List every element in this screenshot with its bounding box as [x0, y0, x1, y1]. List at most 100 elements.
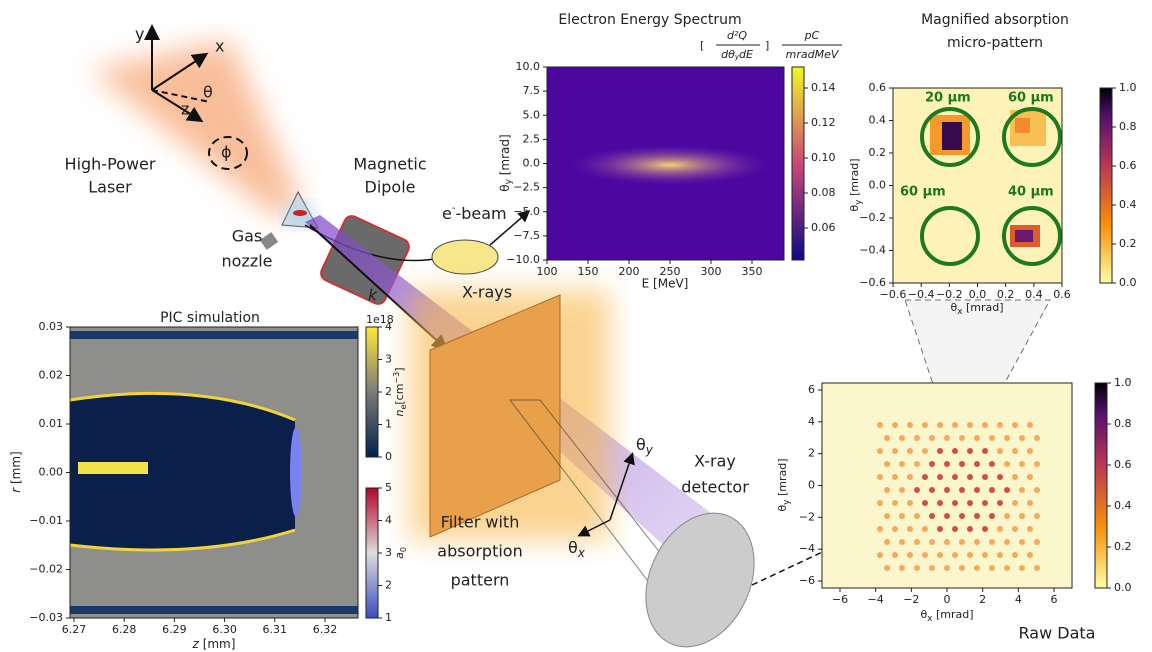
raw-dot [1004, 435, 1010, 441]
tick-label: 6.28 [112, 623, 137, 636]
raw-dot [952, 448, 958, 454]
raw-dot [1027, 552, 1033, 558]
raw-dot [959, 539, 965, 545]
bracket: ] [765, 39, 769, 52]
raw-dot [877, 448, 883, 454]
tick-label: 3 [385, 546, 392, 559]
tick-label: 0.8 [1119, 120, 1137, 133]
raw-dot [937, 526, 943, 532]
raw-dot [1019, 565, 1025, 571]
tick-label: 0.6 [1119, 159, 1137, 172]
raw-dot [877, 552, 883, 558]
raw-dot [1034, 513, 1040, 519]
spot-label: 20 µm [925, 91, 971, 106]
raw-dot [937, 422, 943, 428]
raw-dot [1034, 565, 1040, 571]
pic-ylabel: r [mm] [9, 451, 23, 493]
tick-label: 0.0 [1114, 581, 1132, 594]
raw-dot [937, 500, 943, 506]
raw-dot [982, 526, 988, 532]
tick-label: 7.5 [523, 84, 541, 97]
raw-dot [937, 474, 943, 480]
raw-dot [922, 500, 928, 506]
raw-dot [929, 513, 935, 519]
raw-dot [1019, 513, 1025, 519]
sub: x [577, 546, 586, 560]
a0-label: a0 [393, 547, 408, 559]
raw-dot [914, 461, 920, 467]
raw-dot [959, 513, 965, 519]
raw-dot [1012, 448, 1018, 454]
tick-label: 0.4 [1025, 288, 1043, 301]
tick-label: 0.0 [969, 288, 987, 301]
raw-dot [952, 552, 958, 558]
raw-dot [959, 435, 965, 441]
raw-dot [877, 500, 883, 506]
tick-label: −4 [799, 542, 815, 555]
e-beam-bunch [432, 240, 498, 274]
raw-dot [899, 513, 905, 519]
raw-dot [877, 526, 883, 532]
raw-dot [877, 474, 883, 480]
raw-dot [982, 500, 988, 506]
raw-dot [892, 500, 898, 506]
unit-den: mradMeV [786, 48, 840, 61]
raw-dot [997, 448, 1003, 454]
filter-label: Filter with [441, 513, 520, 532]
tick-label: 250 [660, 265, 681, 278]
tick-label: −0.2 [859, 211, 886, 224]
nozzle-label: nozzle [221, 252, 272, 271]
raw-dot [974, 565, 980, 571]
nozzle-label: Gas [232, 227, 263, 246]
var: r [9, 487, 23, 493]
num: d²Q [727, 29, 747, 42]
tick-label: 4 [385, 514, 392, 527]
tick-label: 1 [385, 418, 392, 431]
raw-dot [989, 513, 995, 519]
raw-dot [922, 552, 928, 558]
tick-label: −2 [903, 593, 919, 606]
laser-label: Laser [88, 178, 132, 197]
close: ] [393, 367, 406, 371]
ebeam-rest: -beam [455, 204, 506, 223]
spot-label: 40 µm [1008, 185, 1054, 200]
unit: [mrad] [963, 301, 1004, 314]
raw-dot [922, 526, 928, 532]
laser-label: High-Power [65, 155, 156, 174]
raw-dot [997, 526, 1003, 532]
tick-label: 0 [385, 450, 392, 463]
tick-label: 6 [808, 383, 815, 396]
ebeam-label: e--beam [442, 203, 507, 223]
tick-label: 6.31 [263, 623, 288, 636]
tick-label: 0.6 [1114, 458, 1132, 471]
raw-dot [1019, 435, 1025, 441]
cbar-formula: [ ] d²Q dθydE pC mradMeV [700, 29, 842, 61]
tick-label: 3 [385, 353, 392, 366]
var: n [393, 410, 406, 417]
raw-dot [967, 552, 973, 558]
tick-label: 0.10 [811, 151, 836, 164]
tick-label: −0.03 [29, 611, 63, 624]
raw-dot [989, 461, 995, 467]
raw-dot [967, 448, 973, 454]
raw-dot [1012, 526, 1018, 532]
raw-dot [937, 448, 943, 454]
tick-label: 2 [979, 593, 986, 606]
axis-theta: θ [203, 83, 213, 102]
raw-dot [944, 565, 950, 571]
tick-label: 0.2 [1114, 540, 1132, 553]
tick-label: 4 [808, 415, 815, 428]
tick-label: 5 [385, 481, 392, 494]
xrays-label: X-rays [462, 283, 512, 302]
raw-dot [914, 565, 920, 571]
raw-dot [907, 422, 913, 428]
axis-label: θy [mrad] [776, 458, 792, 511]
raw-dot [997, 422, 1003, 428]
raw-dot [877, 422, 883, 428]
tick-label: 0.0 [869, 179, 887, 192]
tick-label: 150 [578, 265, 599, 278]
raw-dot [959, 487, 965, 493]
theta-x: θx [568, 538, 586, 560]
raw-dot [892, 448, 898, 454]
raw-dot [974, 487, 980, 493]
